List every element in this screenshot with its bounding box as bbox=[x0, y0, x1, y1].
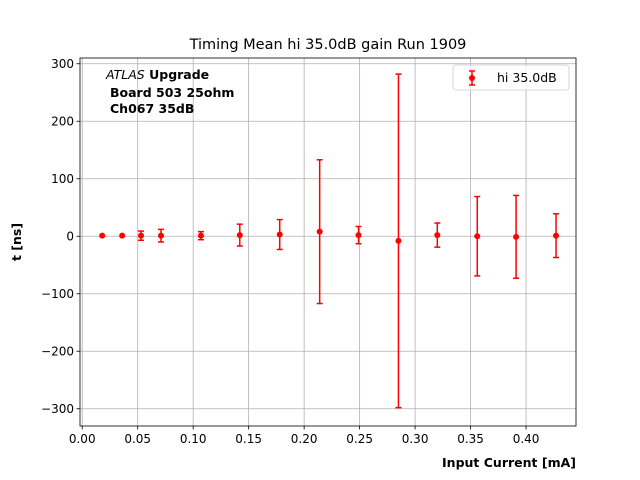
y-tick-label: 300 bbox=[51, 57, 74, 71]
y-tick-label: −100 bbox=[41, 287, 74, 301]
legend: hi 35.0dB bbox=[452, 64, 570, 91]
y-tick-label: 200 bbox=[51, 115, 74, 129]
data-point bbox=[355, 232, 362, 239]
x-tick-label: 0.10 bbox=[180, 432, 207, 446]
x-tick-label: 0.25 bbox=[346, 432, 373, 446]
atlas-label: ATLAS bbox=[105, 67, 145, 82]
data-point bbox=[395, 237, 402, 244]
legend-box bbox=[452, 64, 570, 91]
x-tick-label: 0.05 bbox=[124, 432, 151, 446]
legend-marker bbox=[469, 70, 475, 86]
plot-frame bbox=[79, 57, 577, 427]
atlas-annotation: ATLAS Upgrade Board 503 25ohm Ch067 35dB bbox=[105, 67, 234, 116]
data-point bbox=[474, 233, 481, 240]
y-axis-label: t [ns] bbox=[9, 223, 24, 261]
x-tick-label: 0.00 bbox=[69, 432, 96, 446]
annotation-line-3: Ch067 35dB bbox=[110, 101, 194, 116]
y-tick-label: 0 bbox=[66, 230, 74, 244]
data-point bbox=[316, 228, 323, 235]
data-point bbox=[553, 232, 560, 239]
legend-point bbox=[469, 75, 475, 81]
data-point bbox=[276, 231, 283, 238]
x-tick-label: 0.30 bbox=[402, 432, 429, 446]
y-tick-label: 100 bbox=[51, 172, 74, 186]
data-point bbox=[236, 232, 243, 239]
x-axis-label: Input Current [mA] bbox=[442, 455, 576, 470]
x-tick-label: 0.20 bbox=[291, 432, 318, 446]
data-point bbox=[119, 232, 126, 239]
x-tick-label: 0.15 bbox=[235, 432, 262, 446]
legend-label: hi 35.0dB bbox=[497, 70, 557, 85]
upgrade-label: Upgrade bbox=[149, 67, 209, 82]
data-point bbox=[138, 232, 145, 239]
x-tick-label: 0.40 bbox=[513, 432, 540, 446]
annotation-line-2: Board 503 25ohm bbox=[110, 85, 234, 100]
data-point bbox=[197, 232, 204, 239]
data-point bbox=[434, 232, 441, 239]
annotation-line-1: ATLAS Upgrade bbox=[105, 67, 209, 82]
y-tick-label: −300 bbox=[41, 402, 74, 416]
y-tick-label: −200 bbox=[41, 345, 74, 359]
data-point bbox=[99, 232, 106, 239]
data-point bbox=[158, 232, 165, 239]
data-point bbox=[513, 233, 520, 240]
x-tick-label: 0.35 bbox=[457, 432, 484, 446]
chart-title: Timing Mean hi 35.0dB gain Run 1909 bbox=[189, 37, 467, 53]
